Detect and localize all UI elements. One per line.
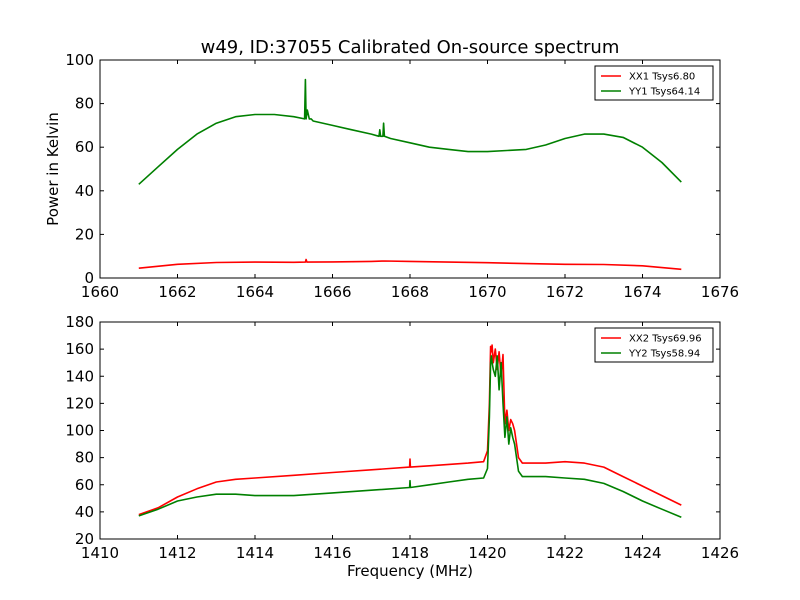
series-line-1: [138, 344, 682, 516]
legend-box: [594, 65, 714, 101]
series-line-2: [138, 355, 682, 519]
x-tick-label: 1416: [313, 544, 351, 562]
x-tick-label: 1410: [81, 544, 119, 562]
y-tick-label: 100: [65, 422, 94, 440]
x-tick-label: 1662: [158, 283, 196, 301]
x-tick-label: 1422: [546, 544, 584, 562]
x-tick-label: 1664: [236, 283, 274, 301]
y-tick-label: 120: [65, 394, 94, 412]
legend-entry-label: YY2 Tsys58.94: [628, 349, 700, 360]
legend: XX1 Tsys6.80 YY1 Tsys64.14: [594, 65, 714, 101]
chart-title: w49, ID:37055 Calibrated On-source spect…: [201, 37, 620, 58]
x-tick-label: 1412: [158, 544, 196, 562]
y-tick-label: 80: [75, 449, 94, 467]
y-tick-label: 40: [75, 182, 94, 200]
top-panel: 1660 1662 1664 1666 1668 1670 1672 1674 1676 0 20 4…: [44, 51, 739, 301]
x-tick-label: 1660: [81, 283, 119, 301]
x-tick-label: 1674: [623, 283, 661, 301]
bottom-panel: 1410 1412 1414 1416 1418 1420 1422 1424 1426 20 40…: [65, 313, 739, 580]
y-axis-label: Power in Kelvin: [44, 112, 62, 226]
y-tick-label: 20: [75, 225, 94, 243]
legend: XX2 Tsys69.96 YY2 Tsys58.94: [594, 327, 714, 363]
y-tick-label: 20: [75, 530, 94, 548]
x-tick-label: 1414: [236, 544, 274, 562]
legend-box: [594, 327, 714, 363]
legend-entry-label: YY1 Tsys64.14: [628, 87, 700, 98]
x-tick-label: 1672: [546, 283, 584, 301]
y-tick-label: 80: [75, 95, 94, 113]
series-line-2: [138, 78, 682, 185]
y-tick-label: 100: [65, 51, 94, 69]
y-tick-label: 180: [65, 313, 94, 331]
y-tick-label: 160: [65, 340, 94, 358]
y-tick-label: 0: [84, 269, 94, 287]
y-tick-label: 140: [65, 367, 94, 385]
series-line-1: [138, 258, 682, 271]
legend-entry-label: XX1 Tsys6.80: [629, 72, 695, 83]
x-tick-label: 1426: [701, 544, 739, 562]
x-tick-label: 1420: [468, 544, 506, 562]
x-axis-label: Frequency (MHz): [347, 562, 473, 580]
x-tick-label: 1666: [313, 283, 351, 301]
y-tick-label: 60: [75, 476, 94, 494]
y-tick-label: 60: [75, 138, 94, 156]
x-tick-label: 1418: [391, 544, 429, 562]
x-tick-label: 1424: [623, 544, 661, 562]
legend-entry-label: XX2 Tsys69.96: [629, 334, 702, 345]
x-tick-label: 1668: [391, 283, 429, 301]
x-tick-label: 1676: [701, 283, 739, 301]
x-tick-label: 1670: [468, 283, 506, 301]
y-tick-label: 40: [75, 503, 94, 521]
